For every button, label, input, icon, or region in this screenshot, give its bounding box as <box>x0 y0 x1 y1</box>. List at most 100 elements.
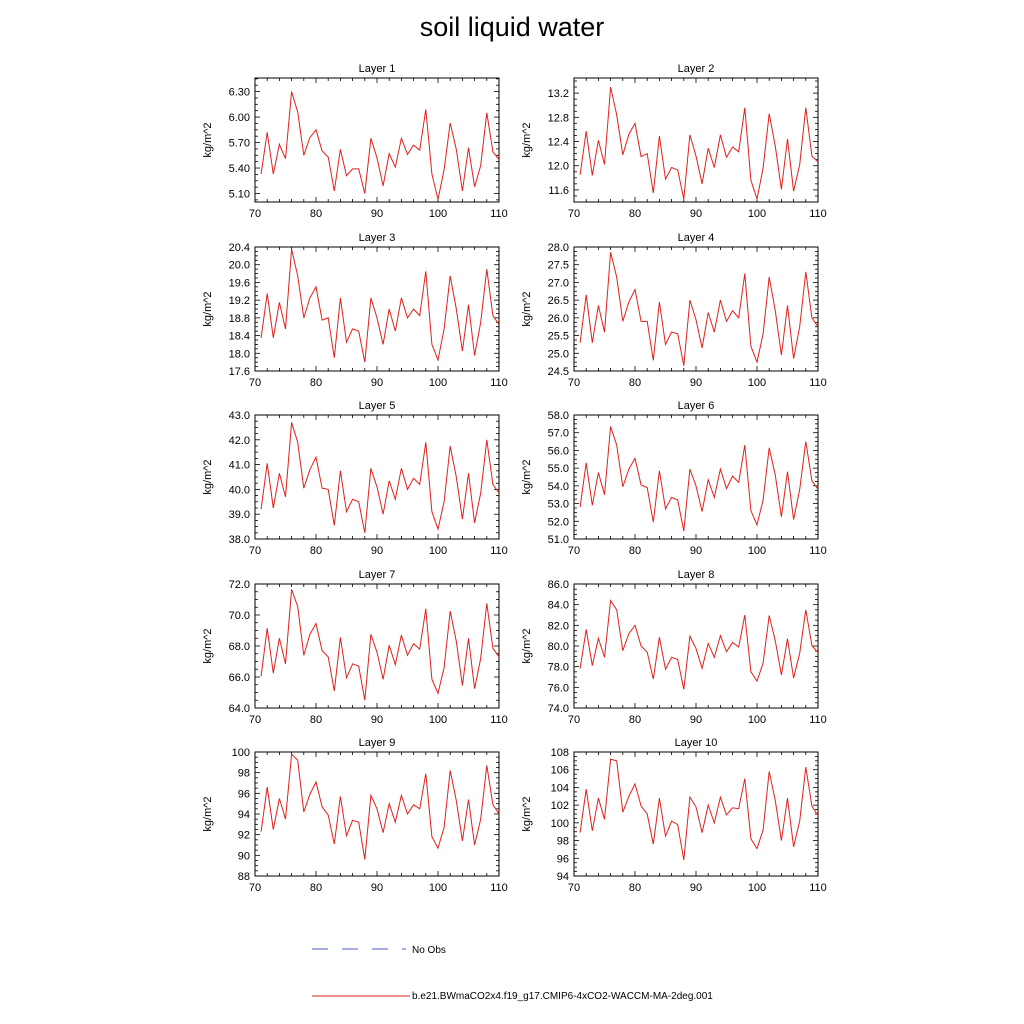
y-tick-label-1: 5.40 <box>229 163 250 175</box>
x-tick-label-9: 100 <box>429 882 447 894</box>
y-tick-label-8: 74.0 <box>548 703 569 715</box>
y-tick-label-5: 41.0 <box>229 460 250 472</box>
y-tick-label-6: 53.0 <box>548 499 569 511</box>
y-tick-label-2: 13.2 <box>548 88 569 100</box>
y-tick-label-10: 100 <box>551 818 569 830</box>
x-tick-label-3: 100 <box>429 377 447 389</box>
x-tick-label-7: 70 <box>249 714 261 726</box>
series-line-5 <box>260 422 500 533</box>
x-tick-label-3: 70 <box>249 377 261 389</box>
series-line-1 <box>260 91 500 200</box>
y-axis-label-6: kg/m^2 <box>521 459 533 494</box>
y-tick-label-4: 25.5 <box>548 331 569 343</box>
x-tick-label-10: 70 <box>568 882 580 894</box>
y-tick-label-10: 102 <box>551 800 569 812</box>
y-tick-label-4: 25.0 <box>548 348 569 360</box>
y-tick-label-6: 51.0 <box>548 534 569 546</box>
y-tick-label-9: 92 <box>238 830 250 842</box>
legend-obs-label: No Obs <box>412 945 446 956</box>
y-tick-label-10: 96 <box>557 853 569 865</box>
x-tick-label-8: 90 <box>690 714 702 726</box>
y-tick-label-9: 100 <box>232 747 250 759</box>
y-tick-label-8: 80.0 <box>548 641 569 653</box>
series-line-6 <box>579 426 819 532</box>
y-tick-label-7: 64.0 <box>229 703 250 715</box>
y-tick-label-6: 52.0 <box>548 516 569 528</box>
panel-title-1: Layer 1 <box>359 63 396 75</box>
panel-layer-2: Layer 2 70 80 90 100 110 11.6 12.0 12.4 12.8 13.2 k… <box>521 63 827 220</box>
panel-layer-7: Layer 7 70 80 90 100 110 64.0 66.0 68.0 70.0 72.0 k… <box>202 569 508 726</box>
x-tick-label-5: 70 <box>249 545 261 557</box>
y-tick-label-3: 20.0 <box>229 260 250 272</box>
x-tick-label-2: 70 <box>568 208 580 220</box>
y-tick-label-4: 27.0 <box>548 277 569 289</box>
panel-title-5: Layer 5 <box>359 400 396 412</box>
x-tick-label-5: 80 <box>310 545 322 557</box>
y-axis-label-8: kg/m^2 <box>521 628 533 663</box>
y-tick-label-6: 57.0 <box>548 428 569 440</box>
y-tick-label-3: 18.8 <box>229 313 250 325</box>
series-line-9 <box>260 752 500 860</box>
y-tick-label-9: 96 <box>238 788 250 800</box>
x-tick-label-9: 110 <box>490 882 508 894</box>
y-tick-label-6: 56.0 <box>548 445 569 457</box>
y-axis-label-5: kg/m^2 <box>202 459 214 494</box>
x-tick-label-4: 70 <box>568 377 580 389</box>
panel-layer-9: Layer 9 70 80 90 100 110 88 90 92 94 96 98 100 kg/m^2 <box>202 737 508 894</box>
y-tick-label-1: 6.00 <box>229 112 250 124</box>
y-axis-label-4: kg/m^2 <box>521 291 533 326</box>
y-tick-label-8: 82.0 <box>548 620 569 632</box>
series-line-2 <box>579 86 819 201</box>
x-tick-label-6: 80 <box>629 545 641 557</box>
x-tick-label-6: 90 <box>690 545 702 557</box>
series-line-10 <box>579 758 819 861</box>
y-tick-label-7: 68.0 <box>229 641 250 653</box>
y-tick-label-3: 19.2 <box>229 295 250 307</box>
x-tick-label-6: 100 <box>748 545 766 557</box>
x-tick-label-9: 70 <box>249 882 261 894</box>
x-tick-label-10: 110 <box>809 882 827 894</box>
y-tick-label-2: 12.0 <box>548 161 569 173</box>
panel-layer-10: Layer 10 70 80 90 100 110 94 96 98 100 102 104 106 10… <box>521 737 827 894</box>
y-tick-label-8: 78.0 <box>548 662 569 674</box>
y-tick-label-3: 17.6 <box>229 366 250 378</box>
x-tick-label-5: 100 <box>429 545 447 557</box>
x-tick-label-6: 70 <box>568 545 580 557</box>
y-tick-label-8: 76.0 <box>548 682 569 694</box>
panel-layer-6: Layer 6 70 80 90 100 110 51.0 52.0 53.0 54.0 55.0 5… <box>521 400 827 557</box>
x-tick-label-8: 80 <box>629 714 641 726</box>
series-line-4 <box>579 252 819 366</box>
y-tick-label-7: 66.0 <box>229 672 250 684</box>
x-tick-label-8: 70 <box>568 714 580 726</box>
y-tick-label-10: 98 <box>557 836 569 848</box>
y-tick-label-3: 18.0 <box>229 348 250 360</box>
y-tick-label-2: 11.6 <box>548 185 569 197</box>
y-tick-label-6: 54.0 <box>548 481 569 493</box>
y-axis-label-7: kg/m^2 <box>202 628 214 663</box>
x-tick-label-7: 110 <box>490 714 508 726</box>
x-tick-label-10: 90 <box>690 882 702 894</box>
panel-title-9: Layer 9 <box>359 737 396 749</box>
x-tick-label-10: 100 <box>748 882 766 894</box>
x-tick-label-2: 100 <box>748 208 766 220</box>
y-axis-label-2: kg/m^2 <box>521 122 533 157</box>
x-tick-label-1: 90 <box>371 208 383 220</box>
panel-title-6: Layer 6 <box>678 400 715 412</box>
y-tick-label-5: 39.0 <box>229 509 250 521</box>
y-tick-label-1: 5.10 <box>229 189 250 201</box>
x-tick-label-9: 80 <box>310 882 322 894</box>
panel-title-7: Layer 7 <box>359 569 396 581</box>
panel-layer-3: Layer 3 70 80 90 100 110 17.6 18.0 18.4 18.8 19.2 1… <box>202 232 508 389</box>
y-axis-label-3: kg/m^2 <box>202 291 214 326</box>
x-tick-label-7: 90 <box>371 714 383 726</box>
x-tick-label-8: 100 <box>748 714 766 726</box>
y-tick-label-3: 20.4 <box>229 242 250 254</box>
x-tick-label-9: 90 <box>371 882 383 894</box>
y-tick-label-4: 27.5 <box>548 260 569 272</box>
y-tick-label-5: 40.0 <box>229 484 250 496</box>
x-tick-label-4: 90 <box>690 377 702 389</box>
y-axis-label-1: kg/m^2 <box>202 122 214 157</box>
x-tick-label-7: 100 <box>429 714 447 726</box>
